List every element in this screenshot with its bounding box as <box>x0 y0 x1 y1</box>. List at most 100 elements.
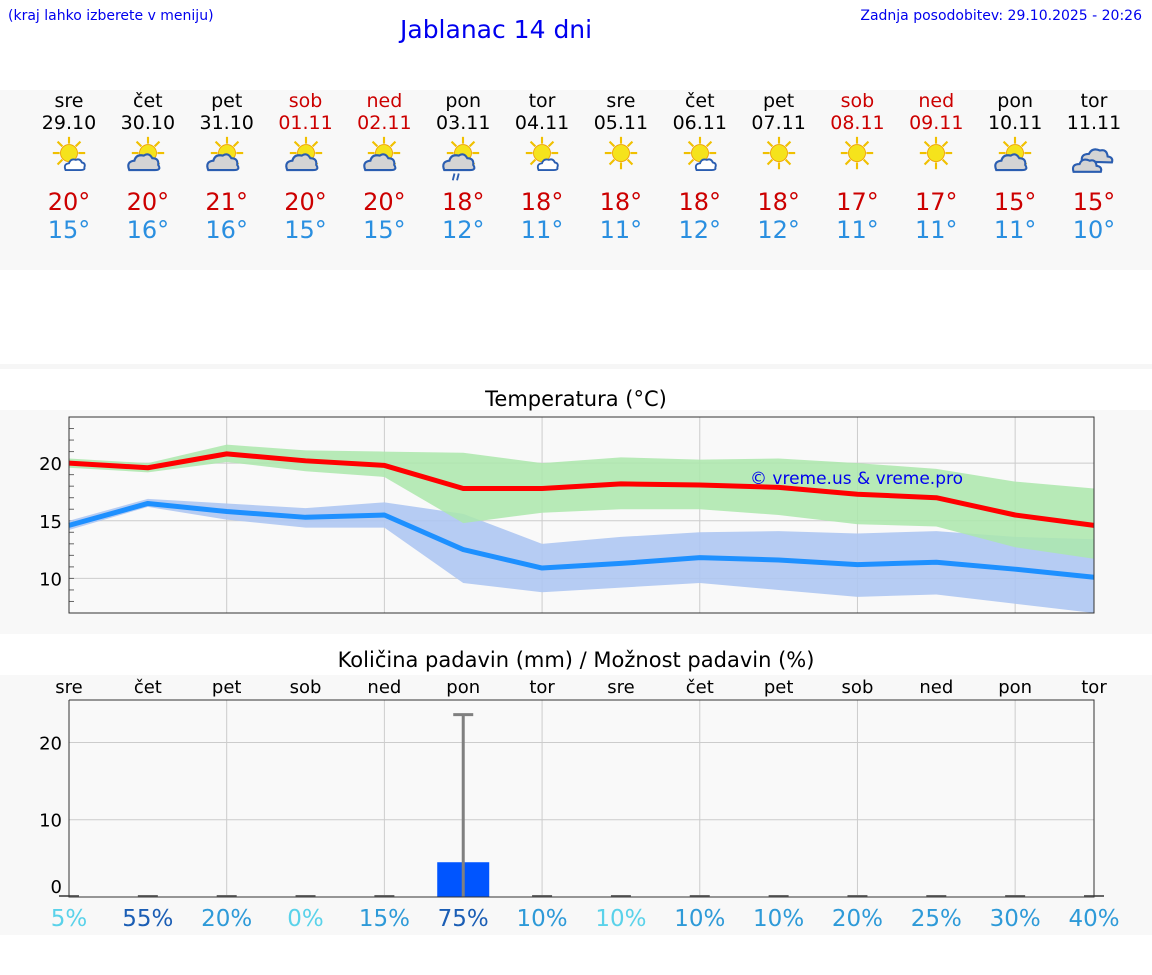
day-name: sre <box>54 90 84 112</box>
day-date: 01.11 <box>278 112 333 134</box>
plot-area <box>69 700 1094 897</box>
forecast-strip: sre 29.10 20° 15° čet 30.10 20° 16° pet 31… <box>0 90 1152 270</box>
day-label: tor <box>529 677 555 698</box>
divider <box>0 364 1152 369</box>
day-name: ned <box>366 90 403 112</box>
day-label: pon <box>998 677 1032 698</box>
day-label: ned <box>919 677 953 698</box>
temp-min: 16° <box>126 216 170 244</box>
day-forecast: sre 29.10 20° 15° <box>29 90 109 244</box>
day-name: pet <box>211 90 243 112</box>
temp-min: 16° <box>205 216 248 244</box>
temp-min: 12° <box>678 216 722 244</box>
day-label: tor <box>1081 677 1107 698</box>
watermark: © vreme.us & vreme.pro <box>750 469 963 489</box>
y-tick-label: 20 <box>39 454 62 475</box>
day-date: 08.11 <box>830 112 885 134</box>
temp-max: 17° <box>915 188 958 216</box>
precipitation-probability: 20% <box>201 906 252 932</box>
day-name: sob <box>288 90 323 112</box>
day-name: čet <box>684 90 715 112</box>
day-forecast: tor 04.11 18° 11° <box>502 90 582 244</box>
sun-icon <box>604 136 638 170</box>
temp-max: 17° <box>836 188 879 216</box>
sun-small-cloud-icon <box>525 136 559 172</box>
day-name: pet <box>763 90 795 112</box>
day-name: tor <box>528 90 556 112</box>
day-date: 02.11 <box>357 112 412 134</box>
day-name: sre <box>606 90 636 112</box>
day-label: pet <box>764 677 794 698</box>
sun <box>762 136 795 170</box>
day-date: 06.11 <box>672 112 727 134</box>
day-date: 07.11 <box>751 112 806 134</box>
day-date: 10.11 <box>987 112 1043 134</box>
day-date: 09.11 <box>909 112 964 134</box>
temp-max: 18° <box>520 188 564 216</box>
temp-max: 15° <box>1072 188 1116 216</box>
plot-frame <box>68 416 1095 614</box>
overcast-icon <box>1071 148 1114 173</box>
temp-max: 18° <box>599 188 643 216</box>
precipitation-chart-title: Količina padavin (mm) / Možnost padavin … <box>337 648 815 672</box>
y-tick-label: 10 <box>39 811 62 832</box>
temp-min: 11° <box>993 216 1037 244</box>
day-name: ned <box>918 90 955 112</box>
day-label: sob <box>290 677 322 698</box>
page-title: Jablanac 14 dni <box>400 15 593 44</box>
temp-min: 11° <box>836 216 879 244</box>
day-forecast: pet 31.10 21° 16° <box>187 90 267 244</box>
day-forecast: sre 05.11 18° 11° <box>581 90 661 244</box>
sun-icon <box>762 136 795 170</box>
temp-max: 18° <box>678 188 722 216</box>
y-tick-label: 10 <box>39 569 62 590</box>
sun-cloud-icon <box>205 136 243 172</box>
temp-max: 21° <box>205 188 248 216</box>
day-date: 04.11 <box>514 112 570 134</box>
sun-small-cloud-icon <box>52 136 86 172</box>
max-temperature-line <box>68 451 1095 528</box>
precipitation-probability: 5% <box>51 906 88 932</box>
day-label: čet <box>134 677 162 698</box>
temp-max: 20° <box>47 188 91 216</box>
last-updated: Zadnja posodobitev: 29.10.2025 - 20:26 <box>860 8 1142 24</box>
precipitation-probability: 10% <box>753 906 804 932</box>
precipitation-probability: 20% <box>832 906 883 932</box>
temp-max: 18° <box>757 188 800 216</box>
max-range-band <box>69 444 1094 559</box>
day-date: 03.11 <box>436 112 491 134</box>
day-forecast: tor 11.11 15° 10° <box>1054 90 1134 244</box>
temp-max: 18° <box>441 188 485 216</box>
sun <box>604 136 638 170</box>
day-date: 31.10 <box>199 112 254 134</box>
day-forecast: sob 01.11 20° 15° <box>266 90 346 244</box>
sun-icon <box>841 136 874 170</box>
day-forecast: pet 07.11 18° 12° <box>739 90 819 244</box>
sun <box>841 136 874 170</box>
day-date: 29.10 <box>41 112 97 134</box>
sun-cloud-icon <box>127 136 165 172</box>
day-forecast: pon 10.11 15° 11° <box>975 90 1055 244</box>
day-name: sob <box>840 90 875 112</box>
day-forecast: čet 30.10 20° 16° <box>108 90 188 244</box>
temp-min: 11° <box>599 216 643 244</box>
sun <box>920 136 953 170</box>
precipitation-probability: 55% <box>122 906 173 932</box>
min-temperature-line <box>68 500 1095 580</box>
day-date: 11.11 <box>1066 112 1122 134</box>
day-forecast: ned 02.11 20° 15° <box>344 90 424 244</box>
day-label: pon <box>446 677 480 698</box>
sun-cloud-rain-icon <box>442 136 480 181</box>
temp-min: 10° <box>1072 216 1116 244</box>
sun-cloud-icon <box>363 136 401 172</box>
sun-cloud-icon <box>994 136 1032 172</box>
temp-min: 12° <box>441 216 485 244</box>
sun-cloud-icon <box>284 136 322 172</box>
temp-min: 15° <box>363 216 406 244</box>
temp-min: 15° <box>47 216 91 244</box>
sun-small-cloud-icon <box>683 136 717 172</box>
temp-min: 11° <box>915 216 958 244</box>
precipitation-probability: 30% <box>990 906 1041 932</box>
temperature-chart-title: Temperatura (°C) <box>485 387 667 411</box>
